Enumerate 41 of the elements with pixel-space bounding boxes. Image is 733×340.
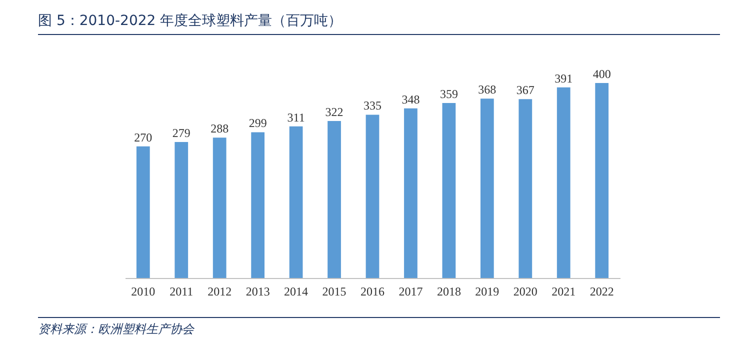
bar [518, 99, 532, 278]
bar [556, 87, 570, 278]
x-tick-label: 2021 [552, 284, 576, 298]
text: 资料来源：欧洲塑料生产协会 [38, 317, 720, 338]
x-tick-label: 2016 [360, 284, 384, 298]
bar [251, 132, 265, 278]
x-tick-label: 2020 [513, 284, 538, 298]
bar [136, 146, 150, 278]
bar [328, 121, 341, 278]
data-label: 335 [364, 98, 382, 113]
x-tick-label: 2022 [590, 284, 614, 298]
data-label: 288 [210, 122, 229, 136]
data-label: 322 [325, 105, 344, 120]
bar [174, 142, 188, 278]
bar [442, 102, 456, 278]
data-label: 367 [516, 83, 534, 98]
data-label: 270 [134, 130, 152, 144]
x-tick-label: 2013 [246, 284, 270, 298]
chart-title: 图 5：2010-2022 年度全球塑料产量（百万吨） [38, 12, 720, 35]
data-label: 391 [554, 71, 573, 86]
bar [404, 108, 418, 278]
bar [366, 114, 380, 278]
bar [289, 126, 303, 278]
data-label: 348 [402, 92, 420, 106]
data-label: 311 [287, 110, 305, 124]
bar [595, 83, 609, 278]
data-label: 400 [592, 67, 611, 81]
data-label: 279 [172, 126, 190, 140]
x-tick-label: 2017 [398, 284, 423, 298]
bar [480, 98, 494, 278]
x-tick-label: 2018 [436, 284, 461, 298]
x-tick-label: 2010 [131, 284, 156, 298]
x-tick-label: 2014 [284, 284, 308, 298]
x-tick-label: 2012 [208, 284, 232, 298]
data-label: 368 [478, 82, 496, 97]
data-label: 359 [440, 86, 458, 101]
bar [212, 138, 226, 278]
data-label: 299 [248, 116, 267, 130]
x-tick-label: 2011 [170, 284, 194, 298]
x-tick-label: 2019 [475, 284, 500, 298]
x-tick-label: 2015 [322, 284, 346, 298]
